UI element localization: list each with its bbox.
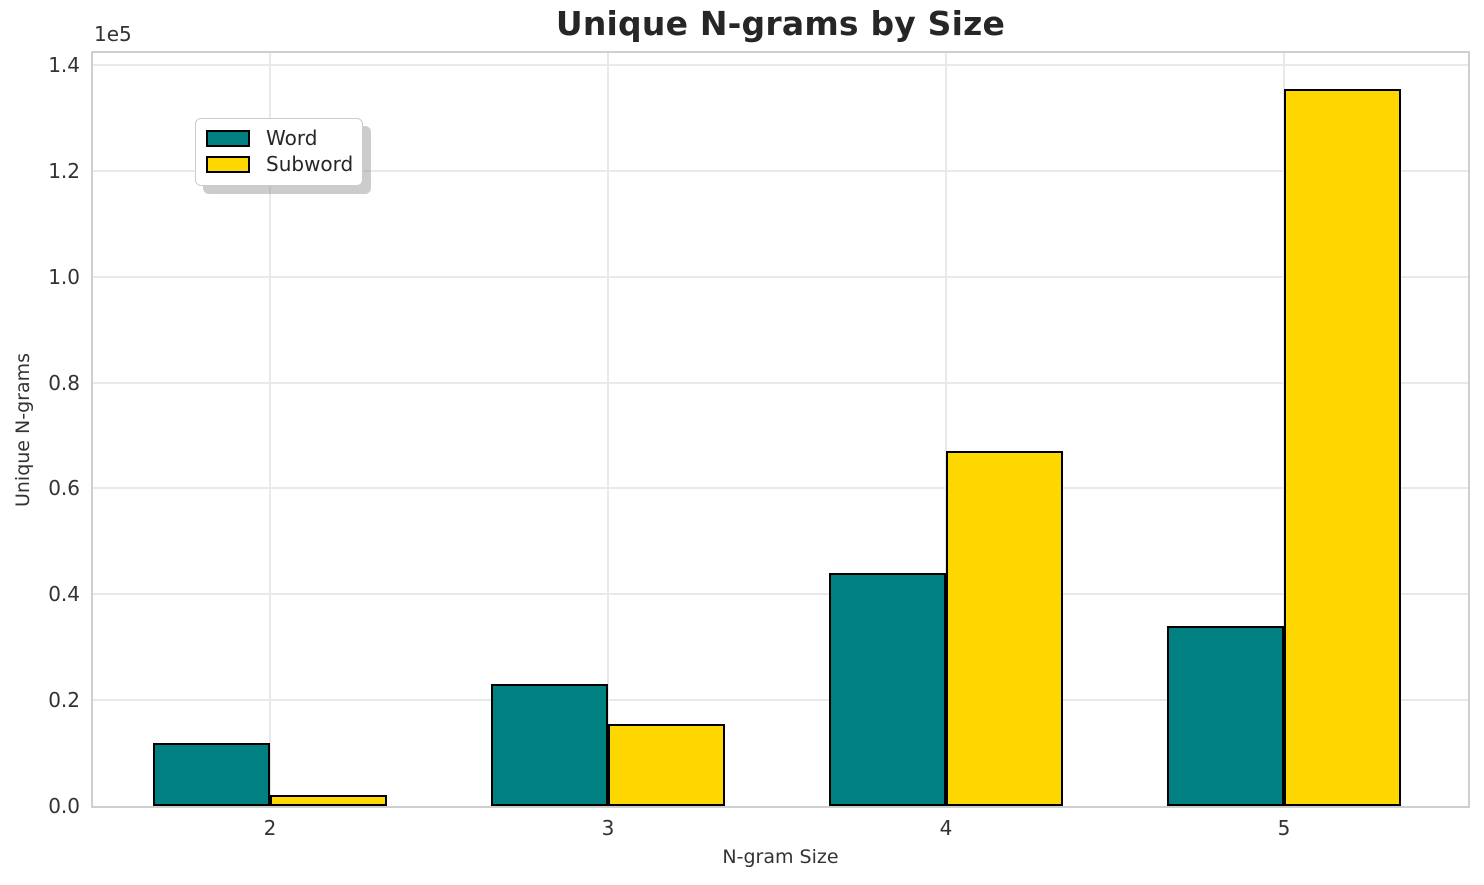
bar-word-5 (1167, 626, 1284, 806)
chart-title: Unique N-grams by Size (555, 4, 1006, 43)
x-tick-label: 3 (601, 816, 615, 840)
bar-subword-5 (1284, 88, 1401, 806)
y-axis-offset-text: 1e5 (94, 22, 132, 46)
y-tick-label: 1.0 (48, 264, 80, 289)
gridline-horizontal (93, 275, 1468, 278)
gridline-vertical (607, 53, 609, 806)
word-series-swatch (206, 130, 250, 147)
x-axis-label: N-gram Size (722, 846, 839, 868)
legend-item-subword: Subword (206, 153, 362, 176)
gridline-vertical (945, 53, 947, 806)
bar-subword-3 (608, 723, 725, 806)
y-tick-label: 0.2 (48, 688, 80, 713)
gridline-horizontal (93, 593, 1468, 596)
y-tick-label: 1.2 (48, 158, 80, 183)
x-tick-label: 4 (939, 816, 953, 840)
y-tick-label: 0.4 (48, 582, 80, 607)
subword-series-swatch (206, 156, 250, 173)
y-tick-label: 1.4 (48, 53, 80, 78)
y-tick-label: 0.8 (48, 370, 80, 395)
legend-label-subword: Subword (266, 152, 354, 176)
plot-area: Word Subword (91, 51, 1470, 808)
x-tick-label: 2 (263, 816, 277, 840)
bar-word-3 (491, 684, 608, 806)
x-tick-label: 5 (1277, 816, 1291, 840)
legend-item-word: Word (206, 127, 362, 150)
legend: Word Subword (195, 118, 363, 186)
gridline-horizontal (93, 381, 1468, 384)
bar-word-2 (153, 742, 270, 806)
gridline-horizontal (93, 699, 1468, 702)
gridline-horizontal (93, 487, 1468, 490)
gridline-horizontal (93, 169, 1468, 172)
bar-subword-4 (946, 451, 1063, 806)
y-tick-label: 0.0 (48, 794, 80, 818)
gridline-horizontal (93, 64, 1468, 67)
bar-word-4 (829, 573, 946, 806)
bar-subword-2 (270, 795, 387, 806)
legend-label-word: Word (266, 126, 318, 150)
y-tick-label: 0.6 (48, 476, 80, 501)
gridline-vertical (269, 53, 271, 806)
